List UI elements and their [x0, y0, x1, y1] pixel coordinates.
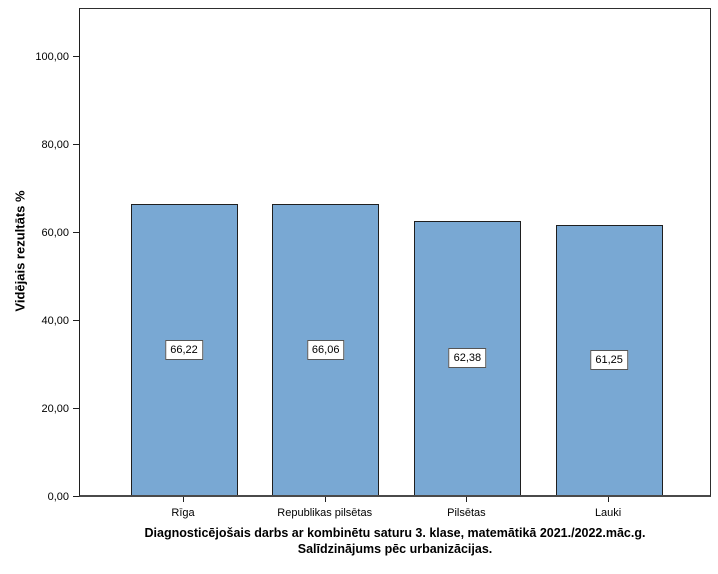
y-axis-tick-label: 60,00 — [41, 227, 69, 239]
x-axis-category-label: Rīga — [171, 507, 195, 519]
y-axis-tick — [73, 408, 79, 409]
y-axis-tick-label: 80,00 — [41, 139, 69, 151]
x-axis-tick — [608, 497, 610, 502]
x-axis-tick — [466, 497, 468, 502]
chart-caption: Diagnosticējošais darbs ar kombinētu sat… — [79, 525, 711, 557]
y-axis-tick-label: 100,00 — [35, 51, 69, 63]
y-axis-tick-label: 20,00 — [41, 403, 69, 415]
y-axis-tick — [73, 320, 79, 321]
x-axis-tick — [324, 497, 326, 502]
caption-line-2: Salīdzinājums pēc urbanizācijas. — [297, 542, 493, 556]
y-axis-tick — [73, 232, 79, 233]
bar-value-label: 66,22 — [165, 340, 203, 360]
y-axis-tick — [73, 496, 79, 497]
y-axis-title: Vidējais rezultāts % — [12, 190, 28, 312]
y-axis-tick-label: 40,00 — [41, 315, 69, 327]
caption-line-1: Diagnosticējošais darbs ar kombinētu sat… — [144, 526, 646, 540]
bar-value-label: 62,38 — [448, 348, 487, 368]
x-axis-category-label: Republikas pilsētas — [277, 507, 373, 519]
bar-value-label: 66,06 — [306, 340, 345, 360]
y-axis-tick — [73, 144, 79, 145]
y-axis-tick-label: 0,00 — [47, 491, 69, 503]
y-axis-tick — [73, 56, 79, 57]
x-axis-tick — [183, 497, 184, 502]
bar-value-label: 61,25 — [590, 350, 628, 370]
x-axis-category-label: Lauki — [594, 507, 622, 519]
x-axis-category-label: Pilsētas — [447, 507, 486, 519]
plot-area: 66,22 66,06 62,38 61,25 — [79, 8, 711, 497]
